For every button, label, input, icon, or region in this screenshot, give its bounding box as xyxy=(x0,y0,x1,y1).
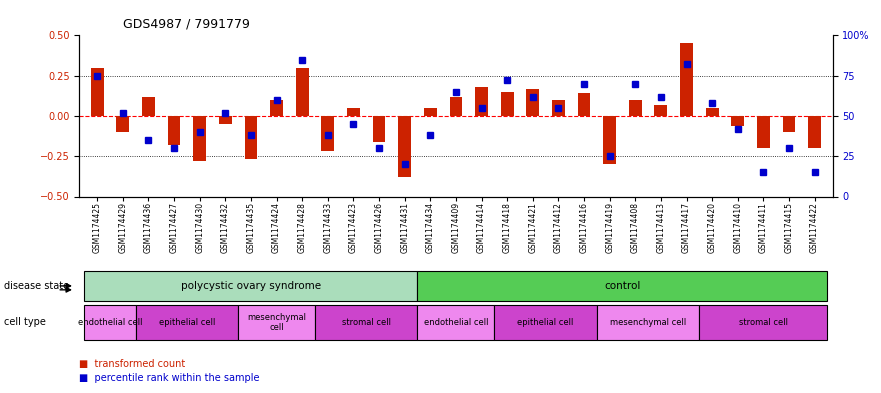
Bar xyxy=(500,92,514,116)
Text: mesenchymal
cell: mesenchymal cell xyxy=(247,312,306,332)
Bar xyxy=(578,94,590,116)
Bar xyxy=(757,116,770,148)
Bar xyxy=(142,97,155,116)
Text: polycystic ovary syndrome: polycystic ovary syndrome xyxy=(181,281,321,291)
Text: cell type: cell type xyxy=(4,317,47,327)
Bar xyxy=(680,44,693,116)
Bar xyxy=(245,116,257,160)
Bar xyxy=(398,116,411,177)
Bar xyxy=(475,87,488,116)
Text: stromal cell: stromal cell xyxy=(342,318,391,327)
Bar xyxy=(296,68,308,116)
Bar xyxy=(91,68,104,116)
Bar xyxy=(116,116,130,132)
Text: stromal cell: stromal cell xyxy=(739,318,788,327)
Bar xyxy=(322,116,334,151)
Text: disease state: disease state xyxy=(4,281,70,291)
Bar xyxy=(270,100,283,116)
Bar xyxy=(706,108,719,116)
Text: epithelial cell: epithelial cell xyxy=(159,318,215,327)
Text: endothelial cell: endothelial cell xyxy=(424,318,488,327)
Bar xyxy=(655,105,667,116)
Bar xyxy=(449,97,463,116)
Text: ■  transformed count: ■ transformed count xyxy=(79,358,186,369)
Bar xyxy=(373,116,386,142)
Text: control: control xyxy=(604,281,640,291)
Bar xyxy=(629,100,641,116)
Bar xyxy=(218,116,232,124)
Bar xyxy=(526,88,539,116)
Bar xyxy=(347,108,359,116)
Text: epithelial cell: epithelial cell xyxy=(517,318,574,327)
Text: ■  percentile rank within the sample: ■ percentile rank within the sample xyxy=(79,373,260,383)
Bar xyxy=(424,108,437,116)
Bar xyxy=(731,116,744,126)
Bar xyxy=(193,116,206,161)
Bar xyxy=(782,116,796,132)
Text: mesenchymal cell: mesenchymal cell xyxy=(610,318,686,327)
Bar xyxy=(552,100,565,116)
Bar xyxy=(603,116,616,164)
Text: endothelial cell: endothelial cell xyxy=(78,318,143,327)
Bar xyxy=(808,116,821,148)
Bar xyxy=(167,116,181,145)
Text: GDS4987 / 7991779: GDS4987 / 7991779 xyxy=(123,18,250,31)
